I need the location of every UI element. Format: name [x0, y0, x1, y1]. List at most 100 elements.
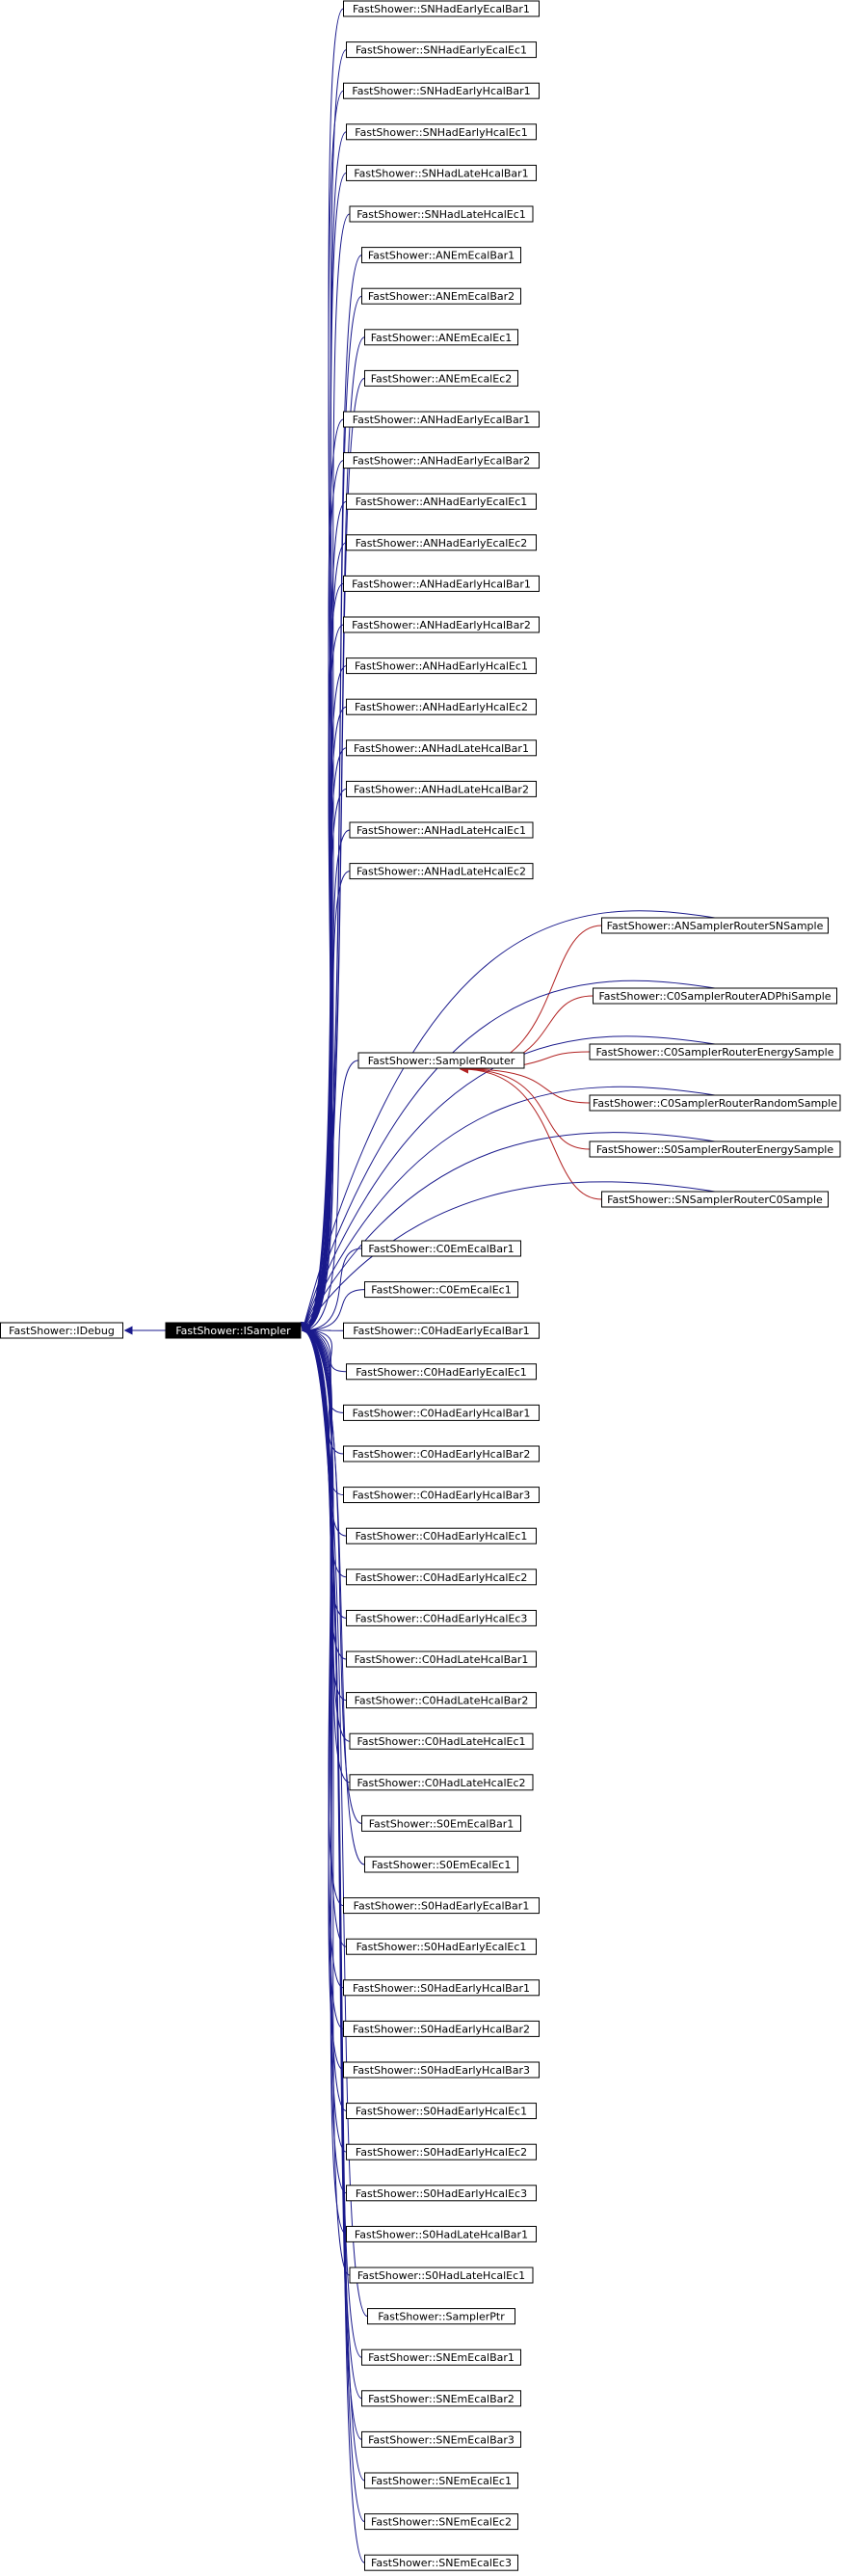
node-anhad-early-hcal-bar1[interactable]: FastShower::ANHadEarlyHcalBar1 [343, 575, 540, 592]
node-s0-sampler-router-energy-sample-label: FastShower::S0SamplerRouterEnergySample [596, 1143, 833, 1156]
edge-s0-had-late-hcal-bar1 [302, 1326, 347, 2235]
node-c0-had-early-ecal-ec1[interactable]: FastShower::C0HadEarlyEcalEc1 [346, 1363, 537, 1381]
node-c0-had-early-hcal-ec1[interactable]: FastShower::C0HadEarlyHcalEc1 [346, 1527, 537, 1544]
node-c0-had-late-hcal-ec1-label: FastShower::C0HadLateHcalEc1 [356, 1735, 525, 1748]
node-snem-ecal-bar3[interactable]: FastShower::SNEmEcalBar3 [361, 2430, 521, 2448]
node-s0-had-early-ecal-ec1[interactable]: FastShower::S0HadEarlyEcalEc1 [346, 1938, 537, 1955]
node-ansampler-router-snsample[interactable]: FastShower::ANSamplerRouterSNSample [601, 917, 829, 934]
node-anem-ecal-bar1[interactable]: FastShower::ANEmEcalBar1 [361, 247, 521, 264]
node-snhad-late-hcal-ec1[interactable]: FastShower::SNHadLateHcalEc1 [349, 205, 534, 223]
node-anhad-early-ecal-ec2-label: FastShower::ANHadEarlyEcalEc2 [356, 537, 528, 550]
node-s0-had-late-hcal-bar1-label: FastShower::S0HadLateHcalBar1 [355, 2228, 528, 2241]
node-anhad-early-ecal-ec1[interactable]: FastShower::ANHadEarlyEcalEc1 [346, 493, 537, 510]
node-snhad-early-ecal-bar1[interactable]: FastShower::SNHadEarlyEcalBar1 [343, 0, 540, 17]
node-anhad-late-hcal-bar1[interactable]: FastShower::ANHadLateHcalBar1 [346, 739, 537, 757]
node-c0-had-late-hcal-bar1[interactable]: FastShower::C0HadLateHcalBar1 [346, 1650, 537, 1668]
node-c0-had-early-hcal-bar3[interactable]: FastShower::C0HadEarlyHcalBar3 [343, 1487, 540, 1504]
node-s0-had-early-hcal-bar3-label: FastShower::S0HadEarlyHcalBar3 [353, 2064, 530, 2077]
node-c0-had-early-hcal-bar2-label: FastShower::C0HadEarlyHcalBar2 [353, 1448, 531, 1461]
node-s0-had-early-ecal-bar1-label: FastShower::S0HadEarlyEcalBar1 [354, 1900, 530, 1913]
node-anhad-late-hcal-bar1-label: FastShower::ANHadLateHcalBar1 [354, 742, 529, 755]
node-anhad-late-hcal-ec2[interactable]: FastShower::ANHadLateHcalEc2 [349, 863, 534, 880]
node-sampler-ptr[interactable]: FastShower::SamplerPtr [367, 2308, 515, 2325]
node-c0-sampler-router-adphi-sample-label: FastShower::C0SamplerRouterADPhiSample [598, 990, 831, 1003]
node-snem-ecal-ec3-label: FastShower::SNEmEcalEc3 [371, 2557, 512, 2569]
node-s0-em-ecal-bar1[interactable]: FastShower::S0EmEcalBar1 [361, 1814, 521, 1832]
node-anem-ecal-bar2-label: FastShower::ANEmEcalBar2 [368, 290, 515, 303]
node-s0-sampler-router-energy-sample[interactable]: FastShower::S0SamplerRouterEnergySample [589, 1140, 841, 1158]
node-c0-had-early-ecal-bar1[interactable]: FastShower::C0HadEarlyEcalBar1 [343, 1322, 540, 1339]
node-snhad-early-ecal-ec1-label: FastShower::SNHadEarlyEcalEc1 [356, 44, 527, 57]
edge-c0-sampler-router-adphi-sample [301, 979, 716, 1331]
node-anhad-early-hcal-ec1[interactable]: FastShower::ANHadEarlyHcalEc1 [346, 657, 537, 675]
edge-s0-em-ecal-ec1 [302, 1326, 365, 1865]
node-s0-had-early-hcal-ec1[interactable]: FastShower::S0HadEarlyHcalEc1 [346, 2103, 537, 2120]
node-c0-had-late-hcal-ec2[interactable]: FastShower::C0HadLateHcalEc2 [349, 1774, 534, 1791]
node-c0-had-early-hcal-bar2[interactable]: FastShower::C0HadEarlyHcalBar2 [343, 1445, 540, 1462]
node-ansampler-router-snsample-label: FastShower::ANSamplerRouterSNSample [607, 920, 824, 932]
node-snhad-early-hcal-bar1[interactable]: FastShower::SNHadEarlyHcalBar1 [343, 82, 540, 99]
node-snhad-early-ecal-bar1-label: FastShower::SNHadEarlyEcalBar1 [353, 3, 530, 15]
node-snhad-early-ecal-ec1[interactable]: FastShower::SNHadEarlyEcalEc1 [346, 41, 537, 59]
node-snhad-late-hcal-ec1-label: FastShower::SNHadLateHcalEc1 [356, 208, 526, 221]
node-s0-had-late-hcal-ec1[interactable]: FastShower::S0HadLateHcalEc1 [349, 2267, 534, 2284]
node-c0-had-early-hcal-ec2[interactable]: FastShower::C0HadEarlyHcalEc2 [346, 1569, 537, 1586]
node-anhad-early-ecal-bar2[interactable]: FastShower::ANHadEarlyEcalBar2 [343, 452, 540, 470]
node-c0-had-early-hcal-bar1-label: FastShower::C0HadEarlyHcalBar1 [353, 1407, 531, 1419]
edge-snhad-early-hcal-bar1 [302, 90, 344, 1335]
node-c0-had-early-hcal-bar1[interactable]: FastShower::C0HadEarlyHcalBar1 [343, 1404, 540, 1421]
node-snem-ecal-ec3[interactable]: FastShower::SNEmEcalEc3 [364, 2554, 518, 2571]
node-anhad-early-ecal-bar1[interactable]: FastShower::ANHadEarlyEcalBar1 [343, 411, 540, 428]
node-snsampler-router-c0-sample[interactable]: FastShower::SNSamplerRouterC0Sample [601, 1191, 829, 1208]
node-anhad-early-hcal-bar1-label: FastShower::ANHadEarlyHcalBar1 [352, 577, 531, 590]
edge-c0-had-early-ecal-ec1 [302, 1326, 347, 1373]
node-s0-had-early-hcal-bar1[interactable]: FastShower::S0HadEarlyHcalBar1 [343, 1979, 540, 1997]
node-anhad-early-hcal-bar2-label: FastShower::ANHadEarlyHcalBar2 [352, 619, 531, 631]
node-c0-sampler-router-random-sample[interactable]: FastShower::C0SamplerRouterRandomSample [589, 1094, 841, 1112]
edge-router-c0-sampler-router-random-sample [460, 1064, 591, 1104]
node-s0-had-early-hcal-ec3[interactable]: FastShower::S0HadEarlyHcalEc3 [346, 2185, 537, 2202]
edge-anhad-early-ecal-bar2 [302, 460, 344, 1335]
node-snsampler-router-c0-sample-label: FastShower::SNSamplerRouterC0Sample [607, 1194, 823, 1206]
node-c0-em-ecal-bar1-label: FastShower::C0EmEcalBar1 [368, 1243, 514, 1255]
node-snem-ecal-bar1[interactable]: FastShower::SNEmEcalBar1 [361, 2348, 521, 2366]
node-sampler-router[interactable]: FastShower::SamplerRouter [357, 1052, 525, 1069]
node-s0-had-early-hcal-ec2[interactable]: FastShower::S0HadEarlyHcalEc2 [346, 2143, 537, 2160]
node-idebug[interactable]: FastShower::IDebug [0, 1322, 123, 1339]
node-snem-ecal-ec1[interactable]: FastShower::SNEmEcalEc1 [364, 2472, 518, 2489]
node-anem-ecal-ec1[interactable]: FastShower::ANEmEcalEc1 [364, 329, 518, 346]
node-anem-ecal-bar2[interactable]: FastShower::ANEmEcalBar2 [361, 287, 521, 305]
node-snem-ecal-ec2[interactable]: FastShower::SNEmEcalEc2 [364, 2513, 518, 2531]
inheritance-edges [123, 8, 716, 2563]
node-anhad-early-ecal-ec2[interactable]: FastShower::ANHadEarlyEcalEc2 [346, 534, 537, 551]
node-s0-had-early-ecal-bar1[interactable]: FastShower::S0HadEarlyEcalBar1 [343, 1897, 540, 1915]
node-anhad-early-hcal-ec2[interactable]: FastShower::ANHadEarlyHcalEc2 [346, 698, 537, 715]
node-c0-sampler-router-energy-sample-label: FastShower::C0SamplerRouterEnergySample [596, 1046, 834, 1059]
node-s0-had-early-hcal-bar1-label: FastShower::S0HadEarlyHcalBar1 [353, 1982, 530, 1995]
node-c0-had-early-hcal-ec3[interactable]: FastShower::C0HadEarlyHcalEc3 [346, 1609, 537, 1626]
node-c0-had-late-hcal-bar2[interactable]: FastShower::C0HadLateHcalBar2 [346, 1692, 537, 1709]
node-anem-ecal-ec2[interactable]: FastShower::ANEmEcalEc2 [364, 369, 518, 387]
node-s0-had-late-hcal-bar1[interactable]: FastShower::S0HadLateHcalBar1 [346, 2225, 537, 2242]
node-s0-em-ecal-ec1[interactable]: FastShower::S0EmEcalEc1 [364, 1856, 518, 1873]
node-snhad-late-hcal-bar1[interactable]: FastShower::SNHadLateHcalBar1 [346, 164, 537, 181]
node-c0-sampler-router-adphi-sample[interactable]: FastShower::C0SamplerRouterADPhiSample [593, 987, 837, 1005]
node-s0-had-early-hcal-bar2-label: FastShower::S0HadEarlyHcalBar2 [353, 2023, 530, 2035]
node-isampler[interactable]: FastShower::ISampler [165, 1322, 302, 1339]
node-c0-em-ecal-bar1[interactable]: FastShower::C0EmEcalBar1 [361, 1240, 521, 1257]
node-anhad-late-hcal-ec1[interactable]: FastShower::ANHadLateHcalEc1 [349, 821, 534, 839]
node-c0-em-ecal-ec1[interactable]: FastShower::C0EmEcalEc1 [364, 1281, 518, 1299]
node-anhad-early-hcal-bar2[interactable]: FastShower::ANHadEarlyHcalBar2 [343, 616, 540, 633]
node-snhad-early-hcal-ec1[interactable]: FastShower::SNHadEarlyHcalEc1 [346, 123, 537, 141]
node-c0-sampler-router-energy-sample[interactable]: FastShower::C0SamplerRouterEnergySample [589, 1043, 841, 1060]
node-anhad-early-hcal-ec1-label: FastShower::ANHadEarlyHcalEc1 [355, 660, 528, 673]
node-s0-had-early-hcal-bar3[interactable]: FastShower::S0HadEarlyHcalBar3 [343, 2061, 540, 2079]
node-anhad-late-hcal-bar2[interactable]: FastShower::ANHadLateHcalBar2 [346, 780, 537, 797]
node-s0-had-early-hcal-bar2[interactable]: FastShower::S0HadEarlyHcalBar2 [343, 2020, 540, 2037]
node-snem-ecal-ec2-label: FastShower::SNEmEcalEc2 [371, 2516, 512, 2529]
node-s0-had-early-hcal-ec3-label: FastShower::S0HadEarlyHcalEc3 [356, 2187, 527, 2200]
node-snem-ecal-bar2[interactable]: FastShower::SNEmEcalBar2 [361, 2390, 521, 2407]
node-c0-had-late-hcal-ec1[interactable]: FastShower::C0HadLateHcalEc1 [349, 1732, 534, 1750]
edge-c0-sampler-router-random-sample [302, 1086, 716, 1331]
node-sampler-ptr-label: FastShower::SamplerPtr [378, 2311, 505, 2323]
